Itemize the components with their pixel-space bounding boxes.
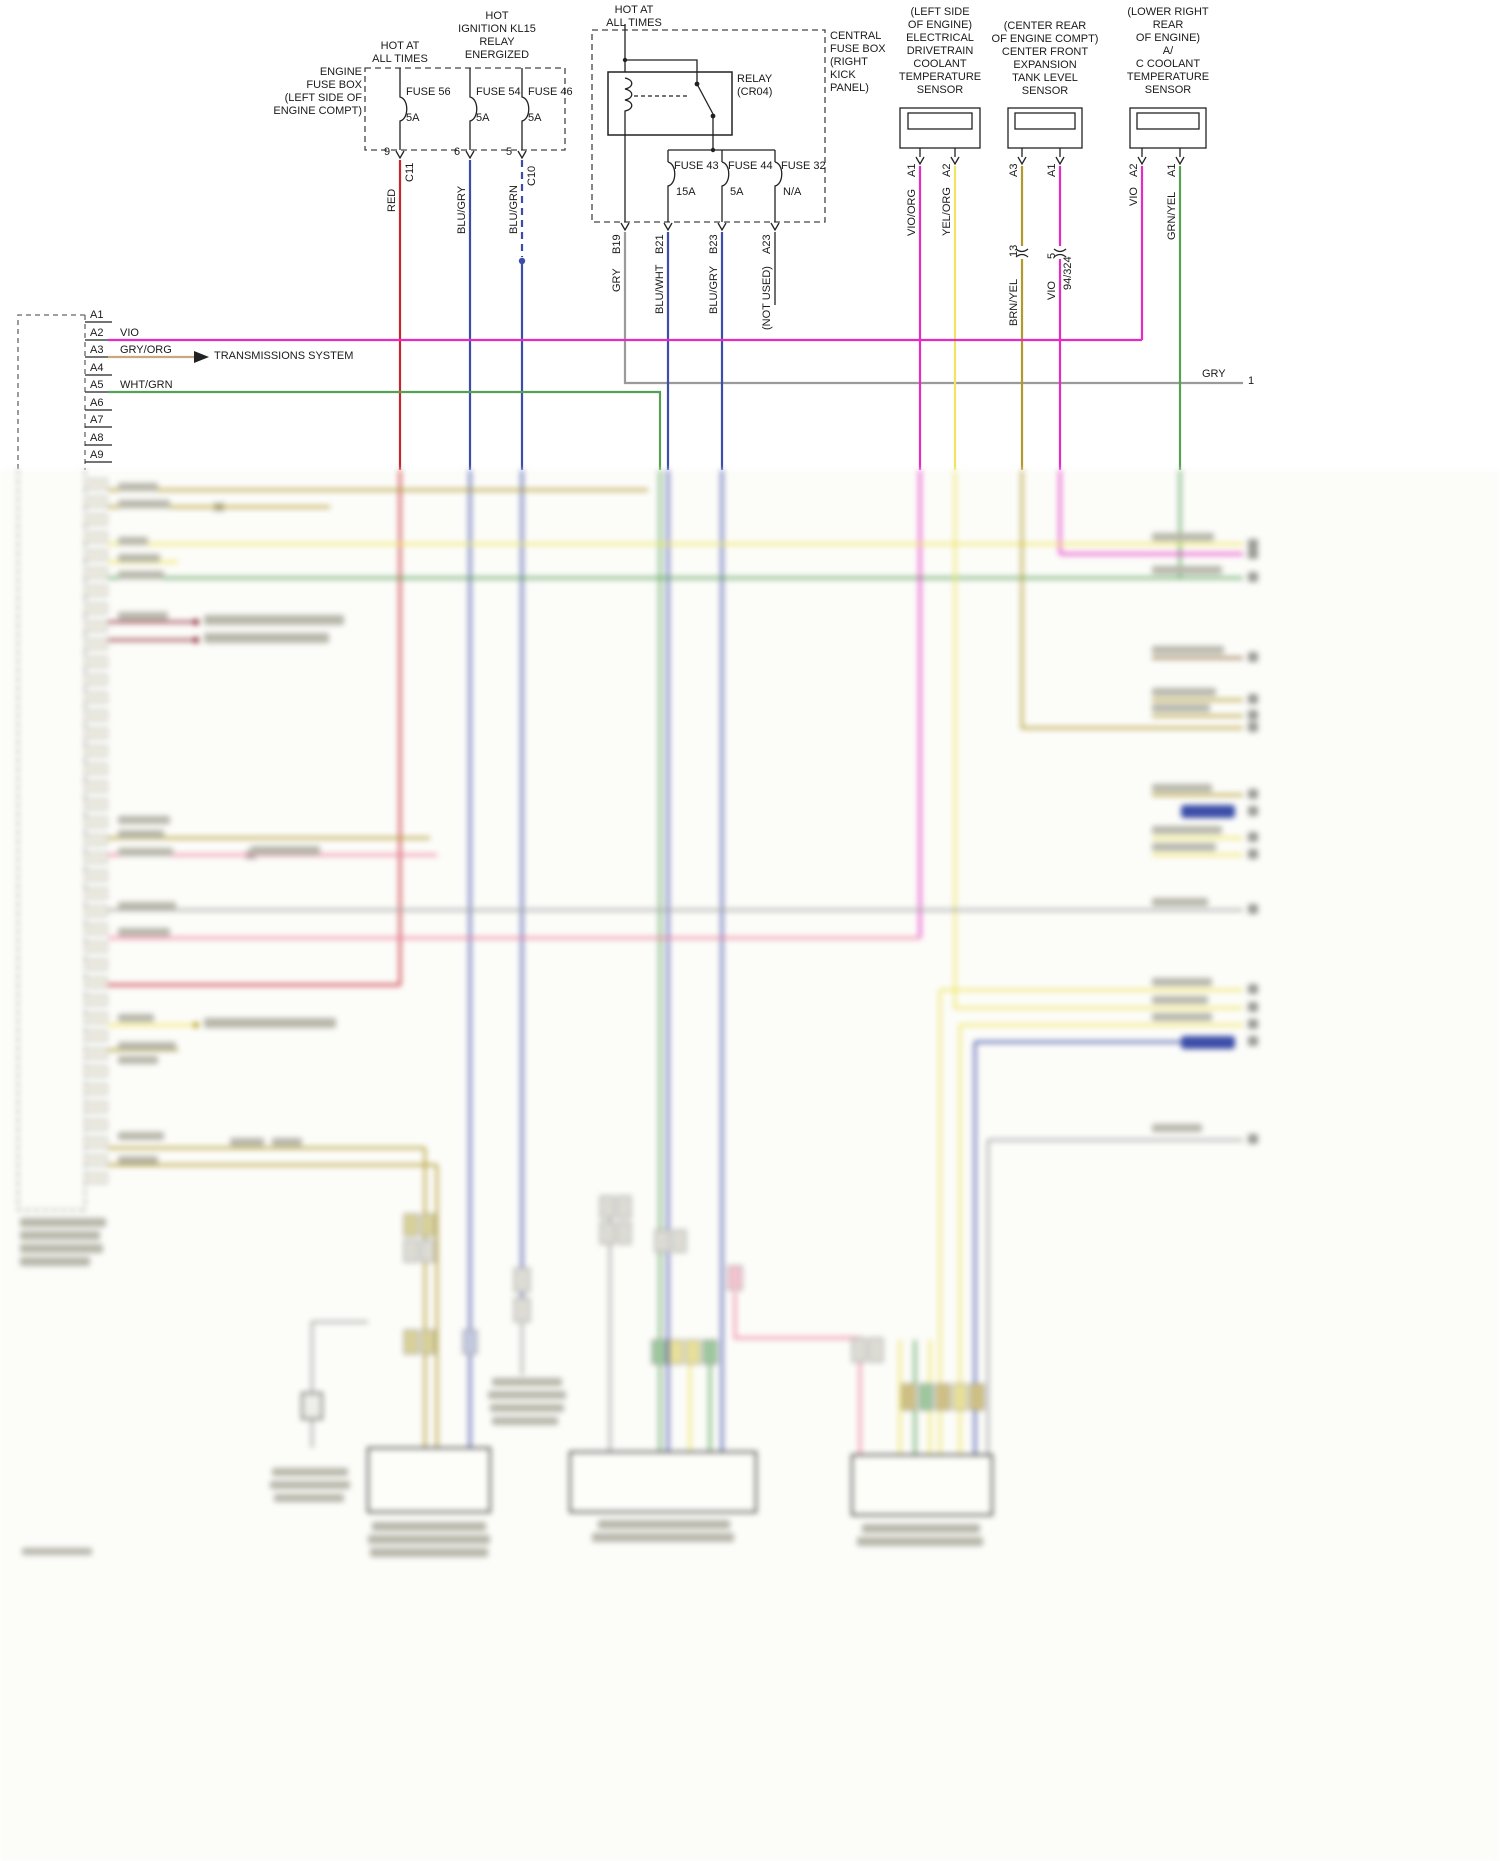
- engine-fuse-box-title: ENGINE FUSE BOX (LEFT SIDE OF ENGINE COM…: [273, 66, 362, 117]
- connector-chevrons: [620, 222, 780, 232]
- transmissions-system-label: TRANSMISSIONS SYSTEM: [214, 350, 354, 362]
- engine-fuse-box-outline: [364, 67, 566, 151]
- pin-a7-label: A7: [90, 414, 104, 426]
- blur-blue-wires: [468, 470, 1181, 1455]
- pin-a2-wire: VIO: [120, 327, 139, 339]
- fuse-46-symbol: [521, 68, 530, 150]
- central-fuse-box-wires: [623, 232, 1243, 470]
- main-wires: [108, 338, 1142, 470]
- pin-a4-label: A4: [90, 362, 104, 374]
- sensor-boxes: [899, 107, 1207, 258]
- fuse44-amps: 5A: [730, 186, 744, 198]
- relay-outline: [607, 71, 733, 136]
- fuse46-amps: 5A: [528, 112, 542, 124]
- fuse-54-symbol: [469, 68, 478, 150]
- fuse-32-symbol: [774, 161, 783, 222]
- right-edge-circuit-number: 1: [1248, 375, 1255, 387]
- pin-a3-label: A3: [90, 344, 104, 356]
- pin-a3-wire: GRY/ORG: [120, 344, 172, 356]
- pin-a5-label: A5: [90, 379, 104, 391]
- left-connector-graphics: [17, 314, 112, 470]
- fuse56-label: FUSE 56: [406, 86, 451, 98]
- central-feed-label: HOT AT ALL TIMES: [606, 4, 662, 29]
- bottom-component-left: [367, 1447, 491, 1513]
- wire-gry: [623, 232, 1243, 385]
- pin-a8-label: A8: [90, 432, 104, 444]
- bottom-component-right: [851, 1454, 993, 1516]
- fuse32-amps: N/A: [783, 186, 802, 198]
- blur-maroon-wires: [108, 620, 196, 642]
- relay-coil: [624, 77, 633, 135]
- engine-feed-right-label: HOT IGNITION KL15 RELAY ENERGIZED: [458, 10, 536, 61]
- fuse43-amps: 15A: [676, 186, 696, 198]
- connector-chevrons: [395, 150, 527, 160]
- blur-gray-wires: [108, 908, 1243, 1455]
- fuse56-amps: 5A: [406, 112, 420, 124]
- fuse54-amps: 5A: [476, 112, 490, 124]
- fuse-43-symbol: [667, 161, 676, 222]
- pin-5: 5: [506, 146, 513, 158]
- engine-fuse-box-graphics: [364, 67, 566, 160]
- coolant-temp-sensor-box: [899, 107, 981, 149]
- engine-fuse-box-wires: [398, 160, 526, 470]
- blur-red-wires: [108, 470, 402, 987]
- relay-blade: [696, 83, 714, 115]
- right-edge-gry-label: GRY: [1202, 368, 1226, 380]
- relay-label: RELAY (CR04): [737, 73, 773, 98]
- blur-green-wires: [108, 470, 1243, 1455]
- central-fuse-box-graphics: [591, 24, 826, 305]
- system-arrow-icon: [194, 351, 209, 363]
- fuse-56-symbol: [399, 68, 408, 150]
- pin-a2-label: A2: [90, 327, 104, 339]
- blur-wires: [108, 470, 1243, 1455]
- fuse-44-symbol: [721, 161, 730, 222]
- ac-coolant-sensor-title: (LOWER RIGHT REAR OF ENGINE) A/ C COOLAN…: [1126, 6, 1210, 96]
- fuse43-label: FUSE 43: [674, 160, 719, 172]
- blur-circuit-numbers: [1248, 539, 1258, 1144]
- fuse46-label: FUSE 46: [528, 86, 573, 98]
- expansion-tank-sensor-box: [1007, 107, 1083, 149]
- blur-olive-wires: [108, 470, 1243, 1448]
- pin-9: 9: [384, 146, 391, 158]
- sensor-wires: [918, 166, 1182, 470]
- central-fuse-box-title: CENTRAL FUSE BOX (RIGHT KICK PANEL): [830, 30, 886, 94]
- engine-feed-left-label: HOT AT ALL TIMES: [372, 40, 428, 65]
- wire-wht-grn: [108, 390, 662, 470]
- bottom-component-middle: [569, 1451, 757, 1513]
- fuse44-label: FUSE 44: [728, 160, 773, 172]
- fuse54-label: FUSE 54: [476, 86, 521, 98]
- blur-violet-wires: [918, 470, 1243, 938]
- pin-a6-label: A6: [90, 397, 104, 409]
- fuse32-label: FUSE 32: [781, 160, 826, 172]
- left-connector-pin-stubs: [85, 321, 112, 463]
- blur-connector-chips: [403, 1195, 985, 1411]
- central-fuse-box-outline: [591, 29, 826, 223]
- blur-components: [301, 1392, 993, 1516]
- inline-connector-symbols: [1015, 248, 1067, 258]
- coolant-temp-sensor-title: (LEFT SIDE OF ENGINE) ELECTRICAL DRIVETR…: [898, 6, 982, 96]
- ac-coolant-sensor-box: [1129, 107, 1207, 149]
- pin-a9-label: A9: [90, 449, 104, 461]
- blur-left-connector: [17, 470, 108, 1211]
- pin-6: 6: [454, 146, 461, 158]
- blur-junction-dots: [192, 502, 257, 1029]
- expansion-tank-sensor-title: (CENTER REAR OF ENGINE COMPT) CENTER FRO…: [991, 20, 1099, 97]
- pin-a5-wire: WHT/GRN: [120, 379, 173, 391]
- pin-a1-label: A1: [90, 309, 104, 321]
- left-connector-outline: [17, 314, 86, 470]
- blur-blue-label-chips: [1181, 805, 1235, 1049]
- blur-text-bars: [20, 483, 1224, 1557]
